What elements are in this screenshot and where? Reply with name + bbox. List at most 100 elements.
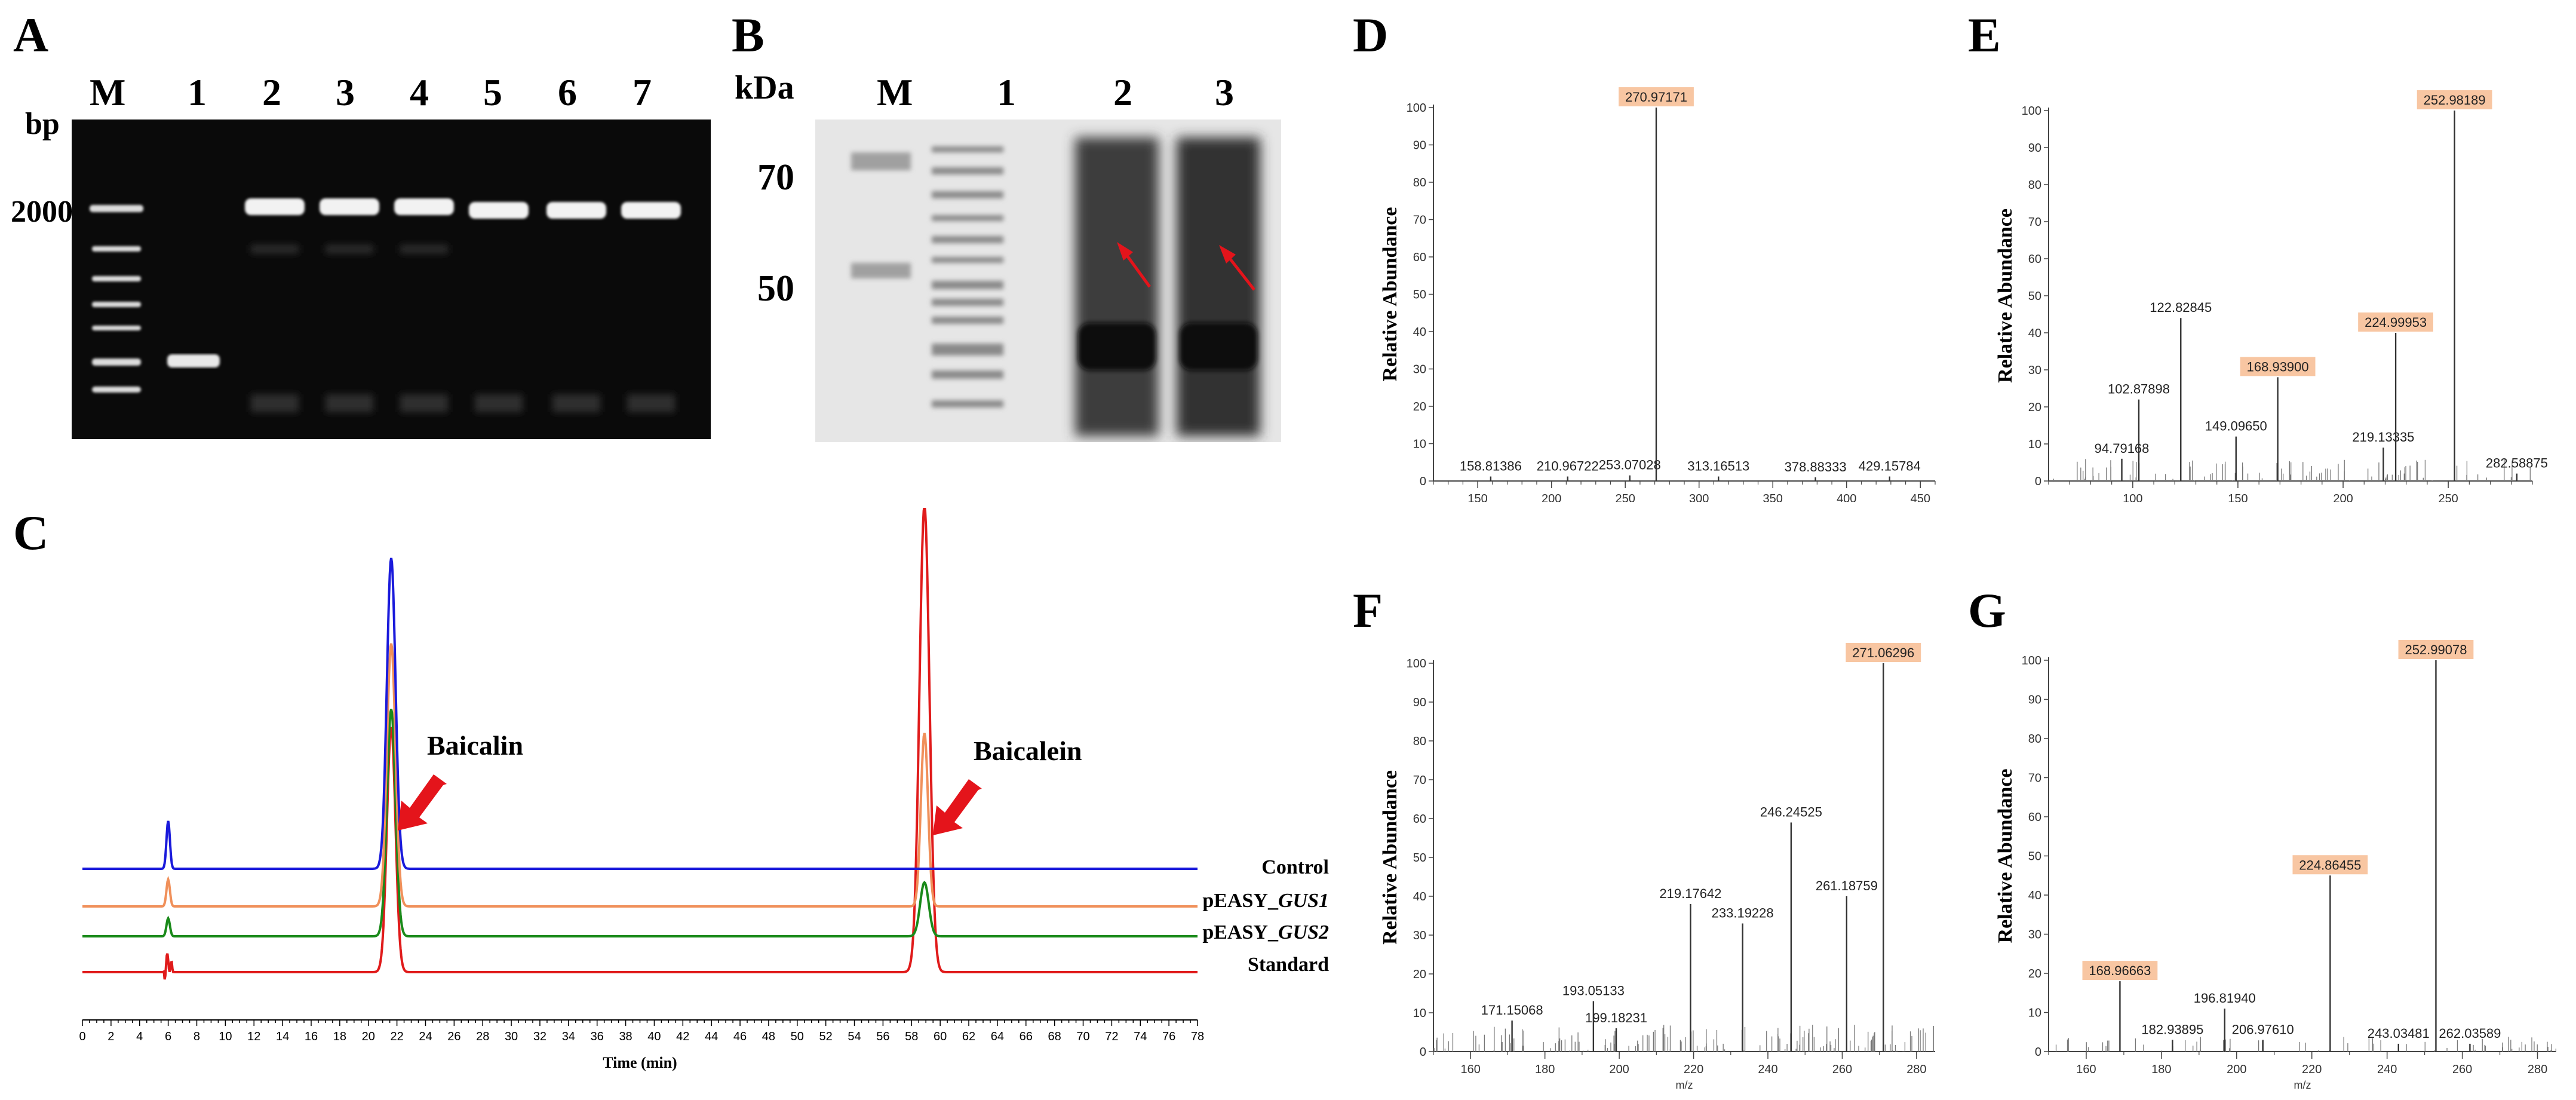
hplc-x-tick-label: 66 bbox=[1020, 1030, 1033, 1043]
ms-peak-highlight bbox=[1619, 87, 1694, 106]
ms-peak-label: 252.99078 bbox=[2405, 642, 2467, 657]
hplc-trace-name: pEASY_GUS2 bbox=[1202, 921, 1329, 943]
gel-a-lane-label: 5 bbox=[483, 71, 502, 114]
ms-peak-label: 196.81940 bbox=[2194, 991, 2256, 1006]
mass-spectrum-e: 0102030405060708090100100150200250m/zRel… bbox=[1994, 90, 2548, 502]
ms-x-label: m/z bbox=[1676, 1079, 1693, 1091]
hplc-x-tick-label: 46 bbox=[733, 1030, 747, 1043]
ms-y-tick-label: 10 bbox=[1413, 1007, 1426, 1020]
ms-x-tick-label: 350 bbox=[1763, 492, 1783, 502]
ms-x-tick-label: 220 bbox=[2302, 1063, 2322, 1076]
ms-peak-label: 182.93895 bbox=[2141, 1022, 2203, 1037]
ms-peak-label: 168.93900 bbox=[2247, 359, 2309, 374]
ms-y-tick-label: 0 bbox=[2035, 1046, 2041, 1059]
hplc-x-tick-label: 50 bbox=[791, 1030, 804, 1043]
gel-a-lane-label: 4 bbox=[410, 71, 429, 114]
ms-x-tick-label: 180 bbox=[2151, 1063, 2171, 1076]
ms-peak-highlight bbox=[2292, 855, 2368, 875]
ms-peak-label: 282.58875 bbox=[2486, 456, 2548, 471]
hplc-x-tick-label: 4 bbox=[136, 1030, 143, 1043]
ms-y-tick-label: 100 bbox=[1407, 657, 1426, 670]
ms-peak-label: 199.18231 bbox=[1585, 1010, 1647, 1025]
gel-b-lane-label: M bbox=[877, 71, 913, 114]
ms-y-tick-label: 40 bbox=[2028, 889, 2041, 902]
ms-y-label: Relative Abundance bbox=[1379, 770, 1401, 945]
ms-y-tick-label: 30 bbox=[1413, 929, 1426, 942]
ms-peak-label: 219.13335 bbox=[2352, 430, 2414, 445]
ms-y-tick-label: 60 bbox=[2028, 811, 2041, 824]
ms-y-tick-label: 80 bbox=[2028, 179, 2041, 192]
ms-peak-label: 210.96722 bbox=[1537, 459, 1599, 474]
hplc-x-tick-label: 38 bbox=[619, 1030, 632, 1043]
hplc-x-tick-label: 24 bbox=[419, 1030, 432, 1043]
gel-b-lane-label: 3 bbox=[1215, 71, 1234, 114]
hplc-x-tick-label: 60 bbox=[934, 1030, 947, 1043]
ms-peak-label: 122.82845 bbox=[2150, 300, 2212, 315]
ms-x-tick-label: 150 bbox=[2228, 492, 2248, 502]
ms-y-tick-label: 70 bbox=[1413, 214, 1426, 227]
gel-a-lane-label: 7 bbox=[633, 71, 652, 114]
ms-y-tick-label: 70 bbox=[1413, 774, 1426, 787]
ms-peak-label: 233.19228 bbox=[1712, 906, 1774, 921]
gel-a-image bbox=[72, 120, 711, 439]
hplc-trace-name: Standard bbox=[1248, 954, 1329, 976]
ms-y-tick-label: 100 bbox=[2022, 654, 2041, 667]
ms-y-tick-label: 60 bbox=[1413, 813, 1426, 826]
gel-b-marker-50: 50 bbox=[757, 268, 794, 309]
ms-y-label: Relative Abundance bbox=[1994, 769, 2016, 943]
ms-peak-highlight bbox=[2240, 357, 2316, 376]
ms-peak-label: 168.96663 bbox=[2089, 963, 2151, 978]
panel-c-letter: C bbox=[13, 505, 49, 560]
hplc-x-tick-label: 62 bbox=[962, 1030, 975, 1043]
hplc-x-tick-label: 16 bbox=[305, 1030, 318, 1043]
hplc-x-tick-label: 22 bbox=[390, 1030, 403, 1043]
gel-b-marker-70: 70 bbox=[757, 157, 794, 198]
ms-y-tick-label: 50 bbox=[2028, 850, 2041, 863]
ms-y-tick-label: 0 bbox=[2035, 475, 2041, 488]
panel-d-letter: D bbox=[1353, 8, 1389, 62]
hplc-peak-label-baicalein: Baicalein bbox=[974, 736, 1082, 766]
ms-y-tick-label: 20 bbox=[2028, 967, 2041, 980]
ms-peak-label: 262.03589 bbox=[2439, 1026, 2501, 1041]
hplc-trace-name: Control bbox=[1261, 856, 1329, 878]
ms-peak-label: 246.24525 bbox=[1760, 805, 1822, 820]
hplc-trace bbox=[82, 557, 1198, 870]
hplc-trace-name: pEASY_GUS1 bbox=[1202, 890, 1329, 912]
hplc-x-tick-label: 6 bbox=[165, 1030, 171, 1043]
hplc-x-tick-label: 18 bbox=[333, 1030, 346, 1043]
ms-peak-label: 243.03481 bbox=[2368, 1026, 2430, 1041]
ms-y-tick-label: 50 bbox=[1413, 851, 1426, 865]
hplc-x-tick-label: 76 bbox=[1162, 1030, 1175, 1043]
ms-y-label: Relative Abundance bbox=[1994, 209, 2016, 383]
ms-y-tick-label: 30 bbox=[2028, 929, 2041, 942]
ms-y-label: Relative Abundance bbox=[1379, 207, 1401, 382]
ms-peak-label: 224.86455 bbox=[2299, 857, 2361, 872]
gel-a-marker-label: 2000 bbox=[11, 195, 73, 229]
ms-x-tick-label: 200 bbox=[2333, 492, 2353, 502]
ms-x-tick-label: 200 bbox=[2227, 1063, 2246, 1076]
hplc-x-tick-label: 48 bbox=[762, 1030, 775, 1043]
hplc-chromatogram: Control pEASY_GUS1 pEASY_GUS2 Standard Baica… bbox=[79, 508, 1329, 1071]
ms-peak-label: 206.97610 bbox=[2232, 1022, 2294, 1037]
ms-x-tick-label: 450 bbox=[1911, 492, 1930, 502]
gel-a-unit-label: bp bbox=[25, 107, 60, 141]
hplc-x-tick-label: 14 bbox=[276, 1030, 289, 1043]
ms-x-tick-label: 200 bbox=[1609, 1063, 1629, 1076]
ms-y-tick-label: 80 bbox=[2028, 733, 2041, 746]
ms-x-tick-label: 250 bbox=[2438, 492, 2458, 502]
gel-a-lane-label: 3 bbox=[336, 71, 355, 114]
red-arrow-icon bbox=[933, 779, 982, 835]
hplc-x-tick-label: 32 bbox=[533, 1030, 546, 1043]
ms-x-tick-label: 280 bbox=[1906, 1063, 1926, 1076]
panel-f-letter: F bbox=[1353, 583, 1383, 638]
ms-y-tick-label: 0 bbox=[1420, 475, 1426, 488]
ms-y-tick-label: 50 bbox=[1413, 289, 1426, 302]
hplc-x-tick-label: 64 bbox=[991, 1030, 1004, 1043]
ms-x-label: m/z bbox=[2294, 1079, 2311, 1091]
panel-e-letter: E bbox=[1968, 8, 2001, 62]
hplc-x-tick-label: 58 bbox=[905, 1030, 918, 1043]
ms-y-tick-label: 90 bbox=[1413, 139, 1426, 152]
gel-a-lane-label: 1 bbox=[188, 71, 207, 114]
ms-peak-label: 149.09650 bbox=[2205, 419, 2267, 434]
ms-y-tick-label: 0 bbox=[1420, 1046, 1426, 1059]
